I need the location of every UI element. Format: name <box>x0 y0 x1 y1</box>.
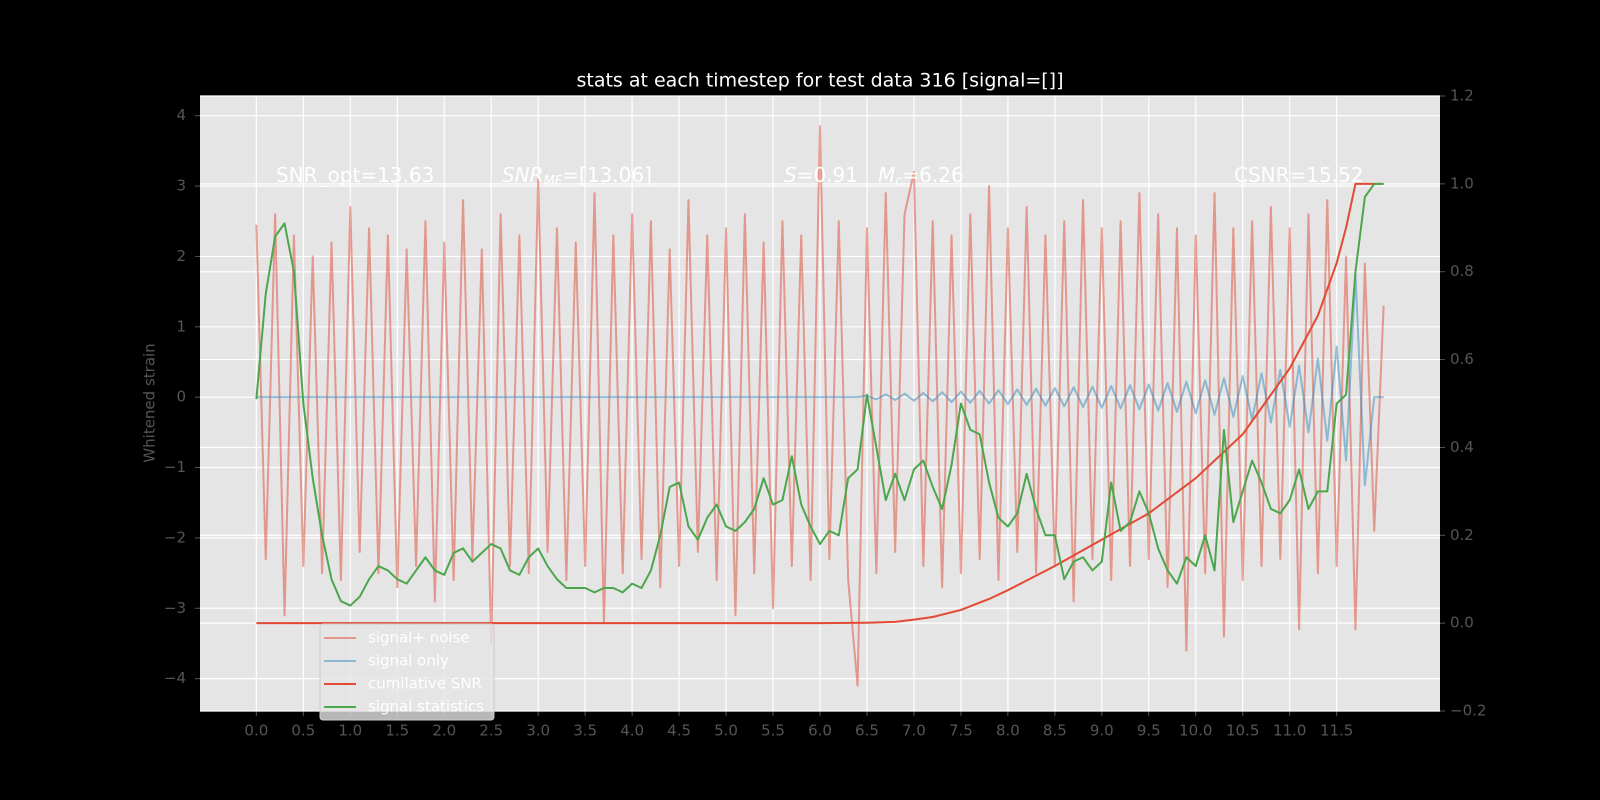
x-tick-label: 0.5 <box>291 722 315 740</box>
series-line <box>256 273 1384 487</box>
annotation: SNR_opt=13.63 <box>276 163 434 187</box>
y-tick-label: 4 <box>176 106 186 124</box>
annotation-part: MF <box>544 174 563 189</box>
annotation-part: =[13.06] <box>562 163 652 187</box>
x-tick-label: 8.5 <box>1043 722 1067 740</box>
y2-tick-label: 0.2 <box>1450 526 1474 544</box>
annotation: SNRMF=[13.06] <box>502 163 652 189</box>
legend-label: cumilative SNR <box>368 675 482 693</box>
x-tick-label: 9.5 <box>1137 722 1161 740</box>
y-tick-label: 3 <box>176 177 186 195</box>
annotation-part: c <box>895 174 902 189</box>
x-tick-label: 11.0 <box>1273 722 1306 740</box>
legend-label: signal statistics <box>368 698 484 716</box>
x-tick-label: 7.0 <box>902 722 926 740</box>
x-tick-label: 3.5 <box>573 722 597 740</box>
annotation-part: =6.26 <box>902 163 963 187</box>
x-tick-label: 6.0 <box>808 722 832 740</box>
chart-title: stats at each timestep for test data 316… <box>576 70 1063 92</box>
series-line <box>256 182 1384 625</box>
y-tick-label: −3 <box>164 599 186 617</box>
x-tick-label: 9.0 <box>1090 722 1114 740</box>
x-tick-label: 5.0 <box>714 722 738 740</box>
legend-box <box>319 623 495 721</box>
annotation-part: =0.91 <box>797 163 858 187</box>
y-tick-label: 2 <box>176 247 186 265</box>
annotation: CSNR=15.52 <box>1234 163 1364 187</box>
y-tick-label: −4 <box>164 669 186 687</box>
annotation-part: CSNR=15.52 <box>1234 163 1364 187</box>
y2-tick-label: 1.0 <box>1450 174 1474 192</box>
x-tick-label: 7.5 <box>949 722 973 740</box>
legend-label: signal only <box>368 652 449 670</box>
y-tick-label: 1 <box>176 317 186 335</box>
y-tick-label: −1 <box>164 458 186 476</box>
x-tick-label: 4.5 <box>667 722 691 740</box>
y2-tick-label: −0.2 <box>1450 702 1486 720</box>
y2-tick-label: 0.6 <box>1450 350 1474 368</box>
series-line <box>255 125 1385 687</box>
annotation-part: S <box>784 163 797 187</box>
x-tick-label: 3.0 <box>526 722 550 740</box>
y-tick-label: −2 <box>164 528 186 546</box>
annotation: S=0.91 Mc=6.26 <box>784 163 964 189</box>
legend-label: signal+ noise <box>368 629 470 647</box>
x-tick-label: 5.5 <box>761 722 785 740</box>
y2-tick-label: 0.4 <box>1450 438 1474 456</box>
y2-tick-label: 1.2 <box>1450 87 1474 105</box>
x-tick-label: 2.5 <box>479 722 503 740</box>
annotation-part: M <box>878 163 895 187</box>
y-tick-label: 0 <box>176 388 186 406</box>
x-tick-label: 11.5 <box>1320 722 1353 740</box>
y2-tick-label: 0.8 <box>1450 262 1474 280</box>
y2-tick-label: 0.0 <box>1450 614 1474 632</box>
x-tick-label: 8.0 <box>996 722 1020 740</box>
annotation-part: SNR_opt=13.63 <box>276 163 434 187</box>
x-tick-label: 4.0 <box>620 722 644 740</box>
x-tick-label: 10.0 <box>1179 722 1212 740</box>
x-tick-label: 1.5 <box>385 722 409 740</box>
annotation-part: SNR <box>502 163 544 187</box>
series-line <box>255 182 1384 607</box>
x-tick-label: 1.0 <box>338 722 362 740</box>
y-axis-label: Whitened strain <box>141 343 159 462</box>
x-tick-label: 2.0 <box>432 722 456 740</box>
x-tick-label: 6.5 <box>855 722 879 740</box>
x-tick-label: 10.5 <box>1226 722 1259 740</box>
x-tick-label: 0.0 <box>244 722 268 740</box>
